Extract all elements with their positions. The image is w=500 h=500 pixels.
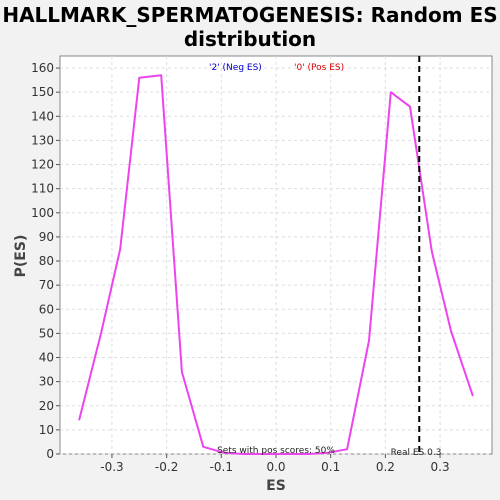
- x-tick-label: -0.3: [100, 460, 123, 474]
- x-axis-ticks: -0.3 -0.2 -0.1 0.0 0.1 0.2 0.3: [100, 454, 450, 474]
- legend-pos-es: '0' (Pos ES): [294, 63, 344, 73]
- x-tick-label: 0.1: [321, 460, 340, 474]
- x-tick-label: 0.0: [266, 460, 285, 474]
- y-tick-label: 90: [39, 230, 54, 244]
- y-tick-label: 150: [31, 85, 54, 99]
- y-tick-label: 30: [39, 375, 54, 389]
- legend-neg-es: '2' (Neg ES): [209, 63, 262, 73]
- y-tick-label: 10: [39, 423, 54, 437]
- y-tick-label: 20: [39, 399, 54, 413]
- y-tick-label: 120: [31, 158, 54, 172]
- y-tick-label: 50: [39, 326, 54, 340]
- y-tick-label: 0: [46, 447, 54, 461]
- y-tick-label: 100: [31, 206, 54, 220]
- x-tick-label: 0.3: [431, 460, 450, 474]
- y-tick-label: 80: [39, 254, 54, 268]
- chart-title-line-1: HALLMARK_SPERMATOGENESIS: Random ES: [2, 3, 497, 27]
- y-tick-label: 130: [31, 133, 54, 147]
- y-axis-title: P(ES): [13, 235, 29, 278]
- real-es-annotation: Real ES 0.3: [391, 448, 442, 458]
- y-tick-label: 140: [31, 109, 54, 123]
- y-tick-label: 110: [31, 182, 54, 196]
- y-tick-label: 40: [39, 351, 54, 365]
- x-tick-label: -0.2: [155, 460, 178, 474]
- y-tick-label: 70: [39, 278, 54, 292]
- y-axis-ticks: 0 10 20 30 40 50 60 70 80 90 100 110 120 130 140 150 160: [31, 61, 60, 461]
- series-line: [78, 74, 474, 455]
- series-group: [78, 74, 474, 455]
- x-axis-title: ES: [266, 478, 286, 494]
- y-tick-label: 60: [39, 302, 54, 316]
- x-tick-label: -0.1: [210, 460, 233, 474]
- x-tick-label: 0.2: [376, 460, 395, 474]
- chart-title-line-2: distribution: [184, 27, 316, 51]
- pos-scores-annotation: Sets with pos scores: 50%: [217, 446, 335, 456]
- y-tick-label: 160: [31, 61, 54, 75]
